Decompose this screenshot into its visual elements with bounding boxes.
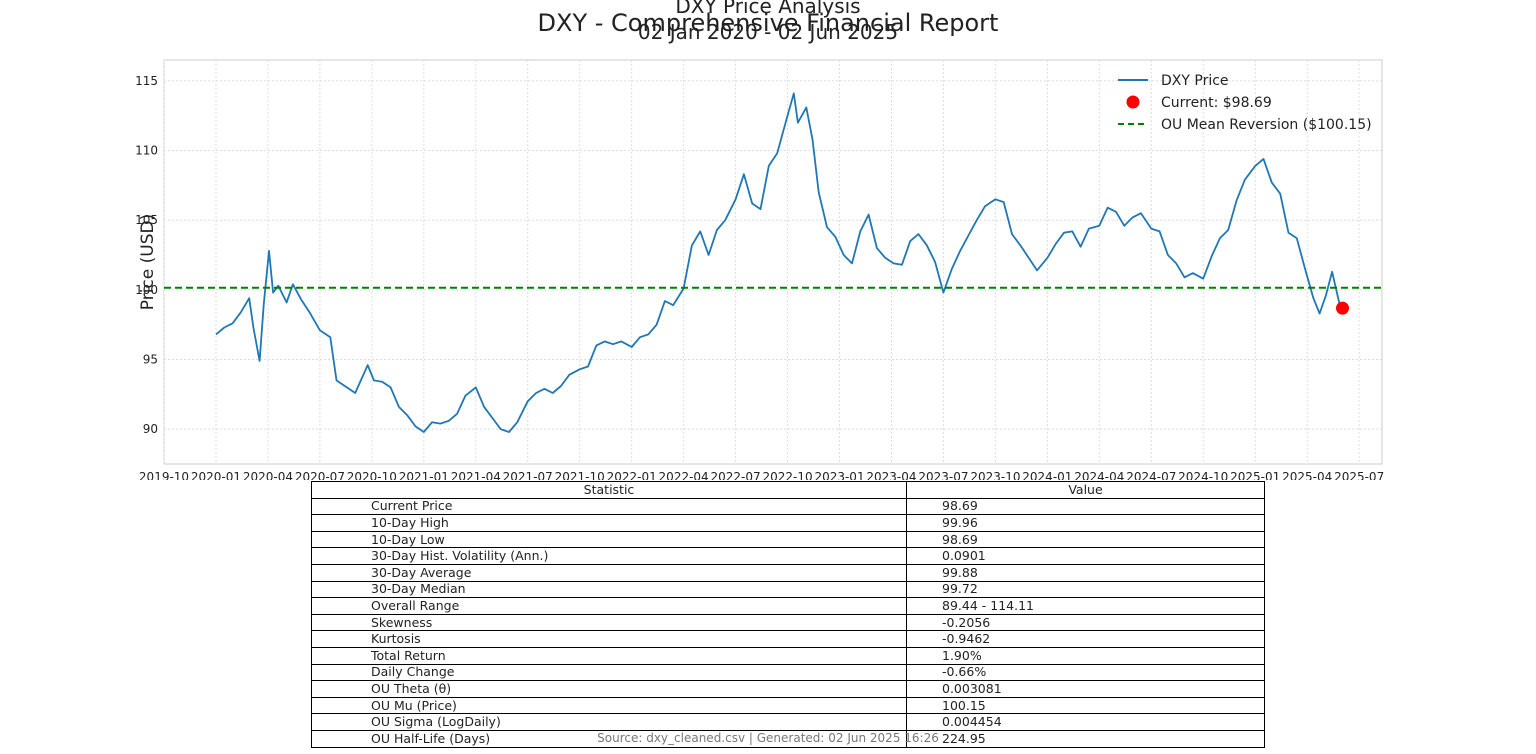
statistic-name: Current Price (312, 498, 907, 515)
x-tick-label: 2022-10 (762, 470, 812, 480)
statistic-name: Total Return (312, 647, 907, 664)
x-axis-ticks: 2019-10 2020-01 2020-04 2020-07 2020-10 2021-… (139, 470, 1384, 480)
table-row: 10-Day Low 98.69 (312, 531, 1265, 548)
chart-subtitle: 02 Jan 2020 - 02 Jun 2025 (0, 20, 1536, 44)
x-tick-label: 2024-04 (1074, 470, 1124, 480)
x-tick-label: 2020-10 (347, 470, 397, 480)
source-footnote: Source: dxy_cleaned.csv | Generated: 02 … (0, 731, 1536, 745)
x-tick-label: 2024-07 (1126, 470, 1176, 480)
statistic-value: 0.004454 (907, 714, 1265, 731)
y-tick-label: 110 (135, 144, 158, 158)
y-tick-label: 115 (135, 74, 158, 88)
statistic-name: Skewness (312, 614, 907, 631)
x-tick-label: 2020-01 (191, 470, 241, 480)
statistic-name: 30-Day Hist. Volatility (Ann.) (312, 548, 907, 565)
table-row: Overall Range 89.44 - 114.11 (312, 598, 1265, 615)
current-price-marker (1336, 302, 1349, 315)
x-tick-label: 2025-01 (1230, 470, 1280, 480)
statistic-value: 100.15 (907, 697, 1265, 714)
x-tick-label: 2024-01 (1022, 470, 1072, 480)
x-tick-label: 2022-07 (711, 470, 761, 480)
x-tick-label: 2023-07 (918, 470, 968, 480)
x-tick-label: 2019-10 (139, 470, 189, 480)
statistic-value: 98.69 (907, 531, 1265, 548)
table-row: Kurtosis -0.9462 (312, 631, 1265, 648)
statistic-name: OU Mu (Price) (312, 697, 907, 714)
statistic-value: 0.003081 (907, 681, 1265, 698)
table-row: OU Sigma (LogDaily) 0.004454 (312, 714, 1265, 731)
x-tick-label: 2021-07 (503, 470, 553, 480)
statistic-name: 30-Day Average (312, 564, 907, 581)
table-row: Current Price 98.69 (312, 498, 1265, 515)
x-tick-label: 2022-04 (659, 470, 709, 480)
table-row: OU Theta (θ) 0.003081 (312, 681, 1265, 698)
table-row: Total Return 1.90% (312, 647, 1265, 664)
statistic-value: 89.44 - 114.11 (907, 598, 1265, 615)
statistic-value: 99.72 (907, 581, 1265, 598)
statistic-name: OU Sigma (LogDaily) (312, 714, 907, 731)
statistic-value: -0.66% (907, 664, 1265, 681)
header-value: Value (907, 482, 1265, 499)
x-tick-label: 2020-04 (243, 470, 293, 480)
x-tick-label: 2024-10 (1178, 470, 1228, 480)
chart-title: DXY Price Analysis (0, 0, 1536, 18)
x-tick-label: 2025-04 (1282, 470, 1332, 480)
statistic-value: 98.69 (907, 498, 1265, 515)
statistic-name: Overall Range (312, 598, 907, 615)
x-tick-label: 2023-01 (814, 470, 864, 480)
statistic-value: -0.2056 (907, 614, 1265, 631)
statistic-value: -0.9462 (907, 631, 1265, 648)
x-tick-label: 2023-10 (970, 470, 1020, 480)
legend-label: OU Mean Reversion ($100.15) (1161, 117, 1372, 133)
y-tick-label: 90 (143, 422, 158, 436)
legend-dot-swatch (1127, 96, 1140, 109)
table-row: 10-Day High 99.96 (312, 515, 1265, 532)
x-tick-label: 2021-01 (399, 470, 449, 480)
statistic-name: 10-Day Low (312, 531, 907, 548)
table-header-row: Statistic Value (312, 482, 1265, 499)
x-tick-label: 2020-07 (295, 470, 345, 480)
table-row: 30-Day Average 99.88 (312, 564, 1265, 581)
x-tick-label: 2021-10 (555, 470, 605, 480)
y-axis-label: Price (USD) (138, 214, 158, 310)
statistics-table: Statistic Value Current Price 98.69 10-Day… (311, 481, 1265, 748)
statistic-value: 0.0901 (907, 548, 1265, 565)
statistic-name: OU Theta (θ) (312, 681, 907, 698)
y-tick-label: 95 (143, 353, 158, 367)
table-row: Skewness -0.2056 (312, 614, 1265, 631)
legend-label: DXY Price (1161, 73, 1229, 89)
statistic-name: 10-Day High (312, 515, 907, 532)
table-row: 30-Day Hist. Volatility (Ann.) 0.0901 (312, 548, 1265, 565)
statistic-name: Kurtosis (312, 631, 907, 648)
header-statistic: Statistic (312, 482, 907, 499)
table-row: 30-Day Median 99.72 (312, 581, 1265, 598)
x-tick-label: 2025-07 (1334, 470, 1384, 480)
table-row: Daily Change -0.66% (312, 664, 1265, 681)
statistic-value: 99.96 (907, 515, 1265, 532)
legend-label: Current: $98.69 (1161, 95, 1272, 111)
statistic-name: 30-Day Median (312, 581, 907, 598)
statistic-value: 99.88 (907, 564, 1265, 581)
x-tick-label: 2021-04 (451, 470, 501, 480)
table-row: OU Mu (Price) 100.15 (312, 697, 1265, 714)
statistic-name: Daily Change (312, 664, 907, 681)
x-tick-label: 2022-01 (607, 470, 657, 480)
statistic-value: 1.90% (907, 647, 1265, 664)
x-tick-label: 2023-04 (866, 470, 916, 480)
